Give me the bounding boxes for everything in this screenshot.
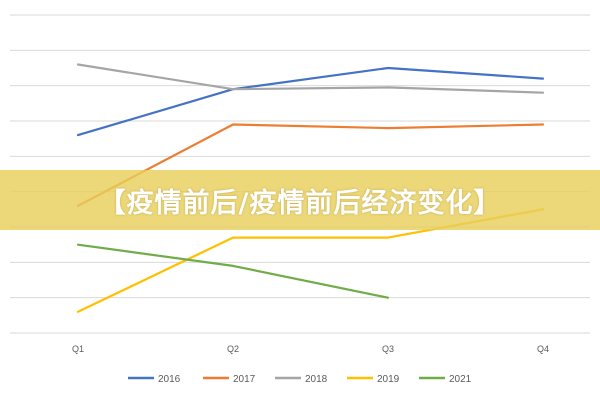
legend-label: 2021 <box>449 374 472 385</box>
legend-item-2018: 2018 <box>275 374 328 385</box>
legend-label: 2019 <box>377 374 400 385</box>
legend-item-2016: 2016 <box>128 374 181 385</box>
series-line-2017 <box>76 123 545 207</box>
series-line-2016 <box>76 66 545 137</box>
series-line-2021 <box>76 243 390 299</box>
banner-text: 【疫情前后/疫情前后经济变化】 <box>98 187 502 219</box>
x-tick-label: Q3 <box>382 344 394 354</box>
legend-item-2017: 2017 <box>203 374 256 385</box>
legend-label: 2016 <box>158 374 181 385</box>
legend-item-2021: 2021 <box>419 374 472 385</box>
x-axis-labels: Q1 Q2 Q3 Q4 <box>72 344 549 354</box>
legend: 2016 2017 2018 2019 2021 <box>128 374 472 385</box>
x-tick-label: Q2 <box>227 344 239 354</box>
legend-label: 2018 <box>305 374 328 385</box>
title-banner: 【疫情前后/疫情前后经济变化】 <box>0 170 600 230</box>
series-line-2018 <box>76 63 545 94</box>
legend-item-2019: 2019 <box>347 374 400 385</box>
legend-label: 2017 <box>233 374 256 385</box>
x-tick-label: Q1 <box>72 344 84 354</box>
x-tick-label: Q4 <box>537 344 549 354</box>
